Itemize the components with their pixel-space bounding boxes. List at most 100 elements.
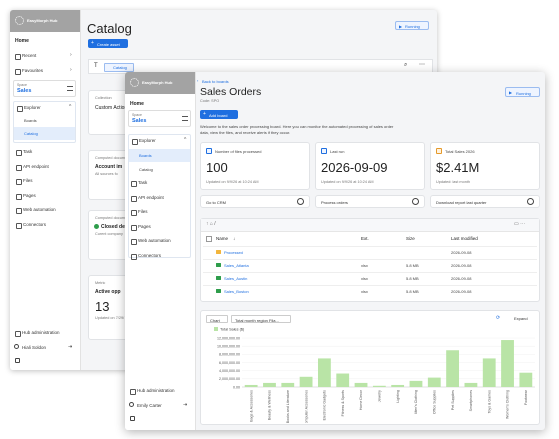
action-button[interactable]: Process orders xyxy=(315,195,425,208)
add-board-button[interactable]: + Add board xyxy=(200,110,238,119)
space-name[interactable]: Sales xyxy=(17,88,32,94)
icon xyxy=(17,106,23,112)
filter-tag[interactable]: Catalog xyxy=(104,63,134,72)
nav-item[interactable]: Web automation xyxy=(138,238,171,243)
filter-icon: T xyxy=(94,63,98,69)
icon xyxy=(132,139,138,145)
create-button[interactable]: + Create asset xyxy=(88,39,128,48)
plus: + xyxy=(91,40,94,46)
nav-item[interactable]: API endpoint xyxy=(23,163,49,169)
bar xyxy=(244,384,258,387)
collapse-icon[interactable] xyxy=(130,416,135,421)
nav-admin[interactable]: Hub administration xyxy=(137,388,175,393)
nav-home[interactable]: Home xyxy=(130,101,144,107)
kpi-icon xyxy=(321,148,327,154)
bar xyxy=(354,382,368,387)
action-icon xyxy=(527,198,534,205)
row-divider xyxy=(203,272,537,273)
x-tick-label: Smartphones xyxy=(469,390,473,412)
nav-item[interactable]: Connectors xyxy=(138,252,162,258)
nav-subitem[interactable]: Boards xyxy=(139,152,152,158)
column-header[interactable]: Ext. xyxy=(361,236,369,241)
file-size: 5.8 MB xyxy=(406,289,419,294)
nav-item[interactable]: Task xyxy=(23,149,33,154)
space-name[interactable]: Sales xyxy=(132,118,147,124)
kpi-icon xyxy=(436,148,442,154)
nav-item[interactable]: Recent xyxy=(22,53,37,58)
card-kind: Computed document xyxy=(95,156,131,160)
legend-swatch xyxy=(214,327,218,331)
space-menu xyxy=(67,86,73,91)
avatar xyxy=(14,344,19,349)
user-name[interactable]: Emily Carter xyxy=(137,403,162,408)
running-button[interactable]: ▶ Running xyxy=(395,21,429,30)
brand-name: EasyMorph Hub xyxy=(27,18,58,23)
bar xyxy=(427,377,441,387)
icon xyxy=(15,331,21,337)
y-tick-label: 12,000,000.00 xyxy=(217,336,240,340)
nav-item[interactable]: Pages xyxy=(23,192,36,198)
nav-subitem[interactable]: Boards xyxy=(24,118,37,123)
file-name[interactable]: Sales_Austin xyxy=(224,276,248,281)
nav-explorer[interactable]: Explorer xyxy=(139,138,156,143)
column-header[interactable]: Last modified xyxy=(451,236,478,241)
excel-icon xyxy=(216,289,221,293)
view-select[interactable]: Chart xyxy=(206,315,228,323)
logout: ⇥ xyxy=(183,402,188,408)
card-name: Custom Action xyxy=(95,105,128,111)
column-header[interactable]: Name xyxy=(216,236,229,241)
view-label: Chart xyxy=(210,317,220,323)
nav-explorer[interactable]: Explorer xyxy=(24,105,41,110)
kpi-label: Number of files processed xyxy=(215,148,262,154)
file-name[interactable]: Sales_Boston xyxy=(224,289,249,294)
space-label: Space xyxy=(132,113,142,117)
kpi-card: Total Sales 2026 $2.41M Updated: last mont… xyxy=(430,142,540,190)
card-note: All sources fo xyxy=(95,172,118,176)
nav-item[interactable]: API endpoint xyxy=(138,194,164,200)
action-label: Go to CRM xyxy=(206,199,227,205)
nav-home[interactable]: Home xyxy=(15,38,29,44)
nav-item[interactable]: Files xyxy=(23,178,33,183)
file-name[interactable]: Processed xyxy=(224,250,243,255)
nav-item[interactable]: Task xyxy=(138,180,148,185)
nav-admin[interactable]: Hub administration xyxy=(22,330,60,335)
file-size: 5.8 MB xyxy=(406,276,419,281)
action-button[interactable]: Download report last quarter xyxy=(430,195,540,208)
card-kind: Collection xyxy=(95,96,112,100)
icon xyxy=(131,195,137,202)
running-button[interactable]: ▶ Running xyxy=(505,87,540,97)
nav-item[interactable]: Favourites xyxy=(22,68,44,73)
bar xyxy=(409,380,423,387)
icon xyxy=(15,54,21,60)
collapse-icon[interactable] xyxy=(15,358,20,363)
action-button[interactable]: Go to CRM xyxy=(200,195,310,208)
kpi-icon xyxy=(206,148,212,154)
play: ▶ xyxy=(509,90,513,95)
space-selector: Space Sales xyxy=(13,80,76,97)
nav-subitem[interactable]: Catalog xyxy=(139,167,153,172)
more-icon: ⋯ xyxy=(419,62,425,68)
logo xyxy=(15,16,24,25)
file-name[interactable]: Sales_Atlanta xyxy=(224,263,249,268)
icon xyxy=(131,253,137,260)
action-icon xyxy=(297,198,304,205)
nav-item[interactable]: Web automation xyxy=(23,207,56,212)
column-header[interactable]: Size xyxy=(406,236,415,241)
nav-item[interactable]: Connectors xyxy=(23,221,47,227)
kpi-note: Updated: last month xyxy=(436,180,470,184)
path-bar xyxy=(201,219,539,232)
back-link[interactable]: Back to boards xyxy=(202,79,229,84)
refresh-icon: ⟳ xyxy=(496,315,501,321)
field-select[interactable]: Total month region Fila... xyxy=(231,315,291,323)
nav-item[interactable]: Files xyxy=(138,209,148,214)
card-note: Curent company xyxy=(95,232,123,236)
nav-item[interactable]: Pages xyxy=(138,223,151,229)
explorer-group xyxy=(128,134,191,258)
nav-subitem[interactable]: Catalog xyxy=(24,131,38,136)
file-ext: xlsx xyxy=(361,289,368,294)
user-name[interactable]: Hiali Soldon xyxy=(22,345,47,350)
kpi-label: Total Sales 2026 xyxy=(445,148,475,154)
bar xyxy=(519,372,533,387)
file-modified: 2026-09-08 xyxy=(451,263,472,268)
expand-button[interactable]: Expand xyxy=(514,316,528,321)
